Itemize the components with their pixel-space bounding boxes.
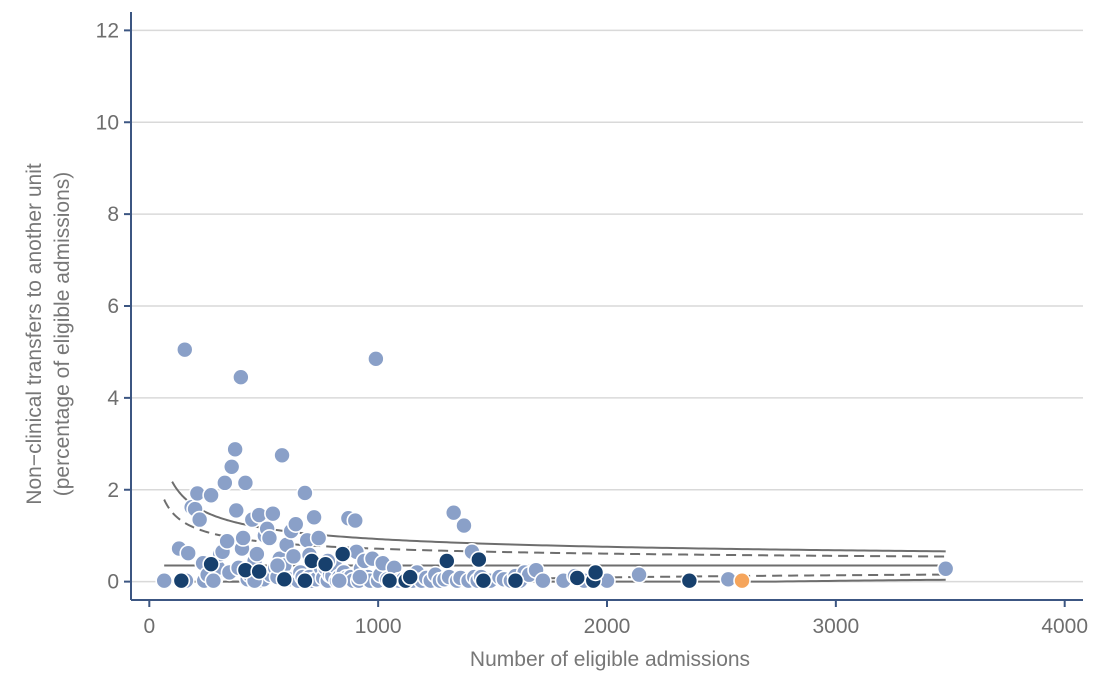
data-point-light xyxy=(226,440,244,459)
x-tick-label: 1000 xyxy=(355,615,402,638)
data-point-dark xyxy=(586,563,605,582)
data-points xyxy=(155,340,955,590)
data-point-light xyxy=(268,556,287,575)
data-point-light xyxy=(232,368,250,387)
y-tick-label: 10 xyxy=(96,111,119,134)
data-point-light xyxy=(227,501,246,520)
data-point-light xyxy=(534,571,552,590)
data-point-light xyxy=(630,565,648,584)
y-tick-label: 2 xyxy=(107,479,119,502)
data-point-light xyxy=(236,474,255,492)
x-tick-label: 3000 xyxy=(812,615,859,638)
data-point-dark xyxy=(275,570,294,589)
data-point-light xyxy=(351,568,369,586)
data-point-light xyxy=(305,508,323,527)
data-point-light xyxy=(286,515,305,534)
data-point-light xyxy=(936,559,955,578)
data-point-dark xyxy=(250,562,268,581)
data-point-highlight xyxy=(733,571,751,590)
data-point-dark xyxy=(316,555,335,573)
data-point-dark xyxy=(296,571,314,590)
data-point-light xyxy=(218,532,236,551)
data-point-light xyxy=(216,474,234,492)
gridlines xyxy=(131,29,1083,583)
y-tick-label: 0 xyxy=(107,571,119,594)
y-axis-title-line1: Non−clinical transfers to another unit xyxy=(23,163,46,505)
axes xyxy=(124,12,1083,607)
data-point-light xyxy=(284,547,303,566)
data-point-light xyxy=(330,571,349,590)
data-point-light xyxy=(190,510,209,529)
data-point-dark xyxy=(172,571,191,590)
data-point-dark xyxy=(470,550,488,569)
data-point-light xyxy=(179,544,198,562)
data-point-light xyxy=(367,350,385,368)
data-point-light xyxy=(296,484,314,502)
y-tick-label: 6 xyxy=(107,295,119,318)
data-point-light xyxy=(309,529,328,547)
data-point-dark xyxy=(568,569,587,587)
y-tick-label: 12 xyxy=(96,19,119,42)
data-point-dark xyxy=(438,552,456,570)
data-point-dark xyxy=(333,545,352,563)
tick-labels: 0 2 4 6 8 10 12 0 1000 2000 3000 4000 xyxy=(96,19,1088,638)
data-point-dark xyxy=(202,555,220,573)
data-point-dark xyxy=(680,571,699,590)
y-axis-title-line2: (percentage of eligible admissions) xyxy=(51,172,74,497)
data-point-light xyxy=(248,545,266,563)
y-tick-label: 4 xyxy=(107,387,119,410)
data-point-light xyxy=(264,504,282,523)
data-point-light xyxy=(346,511,365,530)
data-point-dark xyxy=(401,568,419,586)
x-axis-title: Number of eligible admissions xyxy=(470,648,750,671)
data-point-light xyxy=(222,457,241,476)
data-point-light xyxy=(444,503,463,522)
y-tick-label: 8 xyxy=(107,203,119,226)
x-tick-label: 0 xyxy=(143,615,155,638)
data-point-light xyxy=(155,571,173,590)
data-point-dark xyxy=(474,571,493,590)
data-point-light xyxy=(260,529,279,547)
data-point-dark xyxy=(506,571,525,590)
data-point-light xyxy=(455,516,473,535)
x-tick-label: 2000 xyxy=(584,615,631,638)
data-point-light xyxy=(175,340,194,359)
data-point-light xyxy=(234,529,252,547)
data-point-dark xyxy=(380,571,399,590)
data-point-light xyxy=(273,446,291,465)
data-point-light xyxy=(204,571,223,590)
data-point-light xyxy=(202,486,220,505)
x-tick-label: 4000 xyxy=(1041,615,1088,638)
